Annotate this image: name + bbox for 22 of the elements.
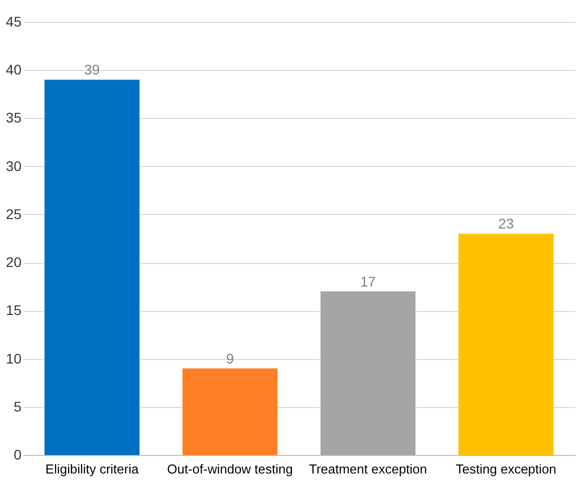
- y-tick-label: 30: [6, 158, 22, 174]
- bar: [320, 291, 416, 455]
- y-tick-label: 10: [6, 350, 22, 366]
- y-tick-label: 20: [6, 254, 22, 270]
- x-tick-label: Treatment exception: [308, 462, 428, 476]
- bar: [182, 368, 278, 455]
- x-tick-label: Eligibility criteria: [45, 462, 140, 476]
- data-label: 17: [360, 273, 376, 290]
- y-tick-label: 35: [6, 110, 22, 126]
- y-tick-label: 0: [14, 446, 22, 462]
- y-tick-label: 45: [6, 14, 22, 30]
- data-label: 39: [84, 62, 100, 78]
- y-tick-label: 40: [6, 62, 22, 78]
- bar: [44, 80, 140, 455]
- y-tick-label: 25: [6, 206, 22, 222]
- data-label: 9: [226, 350, 234, 366]
- x-tick-label: Out-of-window testing: [167, 462, 293, 476]
- data-label: 23: [498, 216, 514, 232]
- bar: [458, 234, 554, 455]
- y-tick-label: 5: [14, 398, 22, 414]
- y-tick-label: 15: [6, 302, 22, 318]
- x-tick-label: Testing exception: [456, 462, 556, 476]
